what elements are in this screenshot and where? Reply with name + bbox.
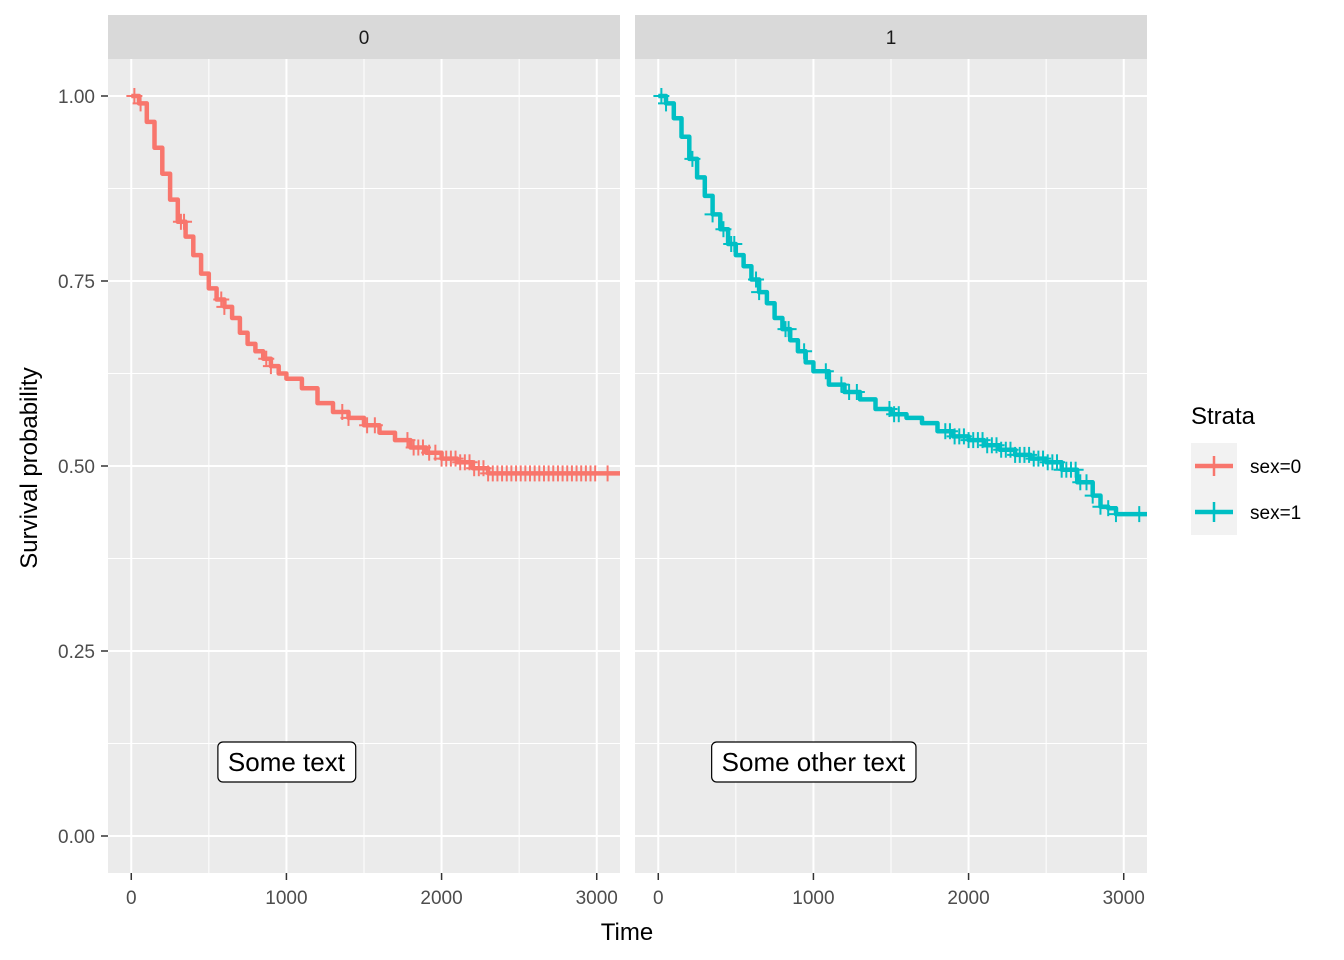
censor-mark <box>1084 487 1101 504</box>
censor-mark <box>132 95 149 112</box>
facet-panel-1: Some other text 1 0 1000 2000 3000 <box>635 15 1147 909</box>
x-tick-label: 2000 <box>420 888 462 909</box>
annotation-label: Some text <box>217 741 357 783</box>
facet-strip-label: 0 <box>359 28 370 49</box>
censor-mark <box>748 271 765 288</box>
facet-strip <box>108 15 620 59</box>
y-tick-label: 0.25 <box>58 642 95 663</box>
x-tick-label: 2000 <box>947 888 989 909</box>
annotation-label: Some other text <box>711 741 917 783</box>
annotation-box <box>217 741 357 783</box>
annotation-text: Some text <box>228 747 346 777</box>
censor-mark <box>704 206 721 223</box>
censor-mark <box>796 343 813 360</box>
legend-entry-sex=1: sex=1 <box>1191 489 1301 535</box>
x-tick-label: 1000 <box>265 888 307 909</box>
legend-label: sex=0 <box>1250 457 1301 478</box>
x-tick-label: 0 <box>653 888 664 909</box>
legend: Strata sex=0 sex=1 <box>1191 403 1301 535</box>
legend-title: Strata <box>1191 403 1256 430</box>
facet-strip <box>635 15 1147 59</box>
facet-strip-label: 1 <box>886 28 897 49</box>
censor-mark <box>726 236 743 252</box>
censor-mark <box>890 406 907 423</box>
series-sex=0 <box>126 88 620 482</box>
censor-mark <box>848 384 865 400</box>
censor-mark <box>684 150 701 167</box>
y-axis: 0.00 0.25 0.50 0.75 1.00 <box>58 87 108 848</box>
x-axis-title: Time <box>601 919 653 946</box>
x-tick-label: 1000 <box>792 888 834 909</box>
censor-mark <box>366 417 383 434</box>
censor-mark <box>780 321 797 338</box>
y-axis-title: Survival probability <box>16 367 43 568</box>
facet-panel-0: Some text 0 0 1000 2000 3000 <box>108 15 620 909</box>
annotation-text: Some other text <box>722 747 906 777</box>
y-tick-label: 1.00 <box>58 87 95 108</box>
censor-mark <box>340 409 357 426</box>
y-tick-label: 0.00 <box>58 827 95 848</box>
censor-mark <box>176 213 193 230</box>
censor-mark <box>216 298 233 315</box>
series-sex=1 <box>653 88 1147 523</box>
y-tick-label: 0.75 <box>58 272 95 293</box>
x-tick-label: 3000 <box>576 888 618 909</box>
censor-mark <box>262 358 279 375</box>
x-tick-label: 0 <box>126 888 137 909</box>
legend-entry-sex=0: sex=0 <box>1191 443 1301 489</box>
censor-mark <box>715 221 732 238</box>
censor-mark <box>1078 474 1095 491</box>
censor-mark <box>599 465 616 482</box>
censor-mark <box>213 291 230 308</box>
legend-label: sex=1 <box>1250 503 1301 524</box>
censor-mark <box>1092 498 1109 515</box>
censor-mark <box>1131 506 1147 523</box>
censor-mark <box>817 363 834 380</box>
x-tick-label: 3000 <box>1103 888 1145 909</box>
censor-mark <box>1107 506 1124 523</box>
censor-mark <box>1067 461 1084 478</box>
censor-mark <box>833 376 850 393</box>
y-tick-label: 0.50 <box>58 457 95 478</box>
annotation-box <box>711 741 917 783</box>
censor-mark <box>658 95 675 112</box>
censor-mark <box>751 284 768 301</box>
